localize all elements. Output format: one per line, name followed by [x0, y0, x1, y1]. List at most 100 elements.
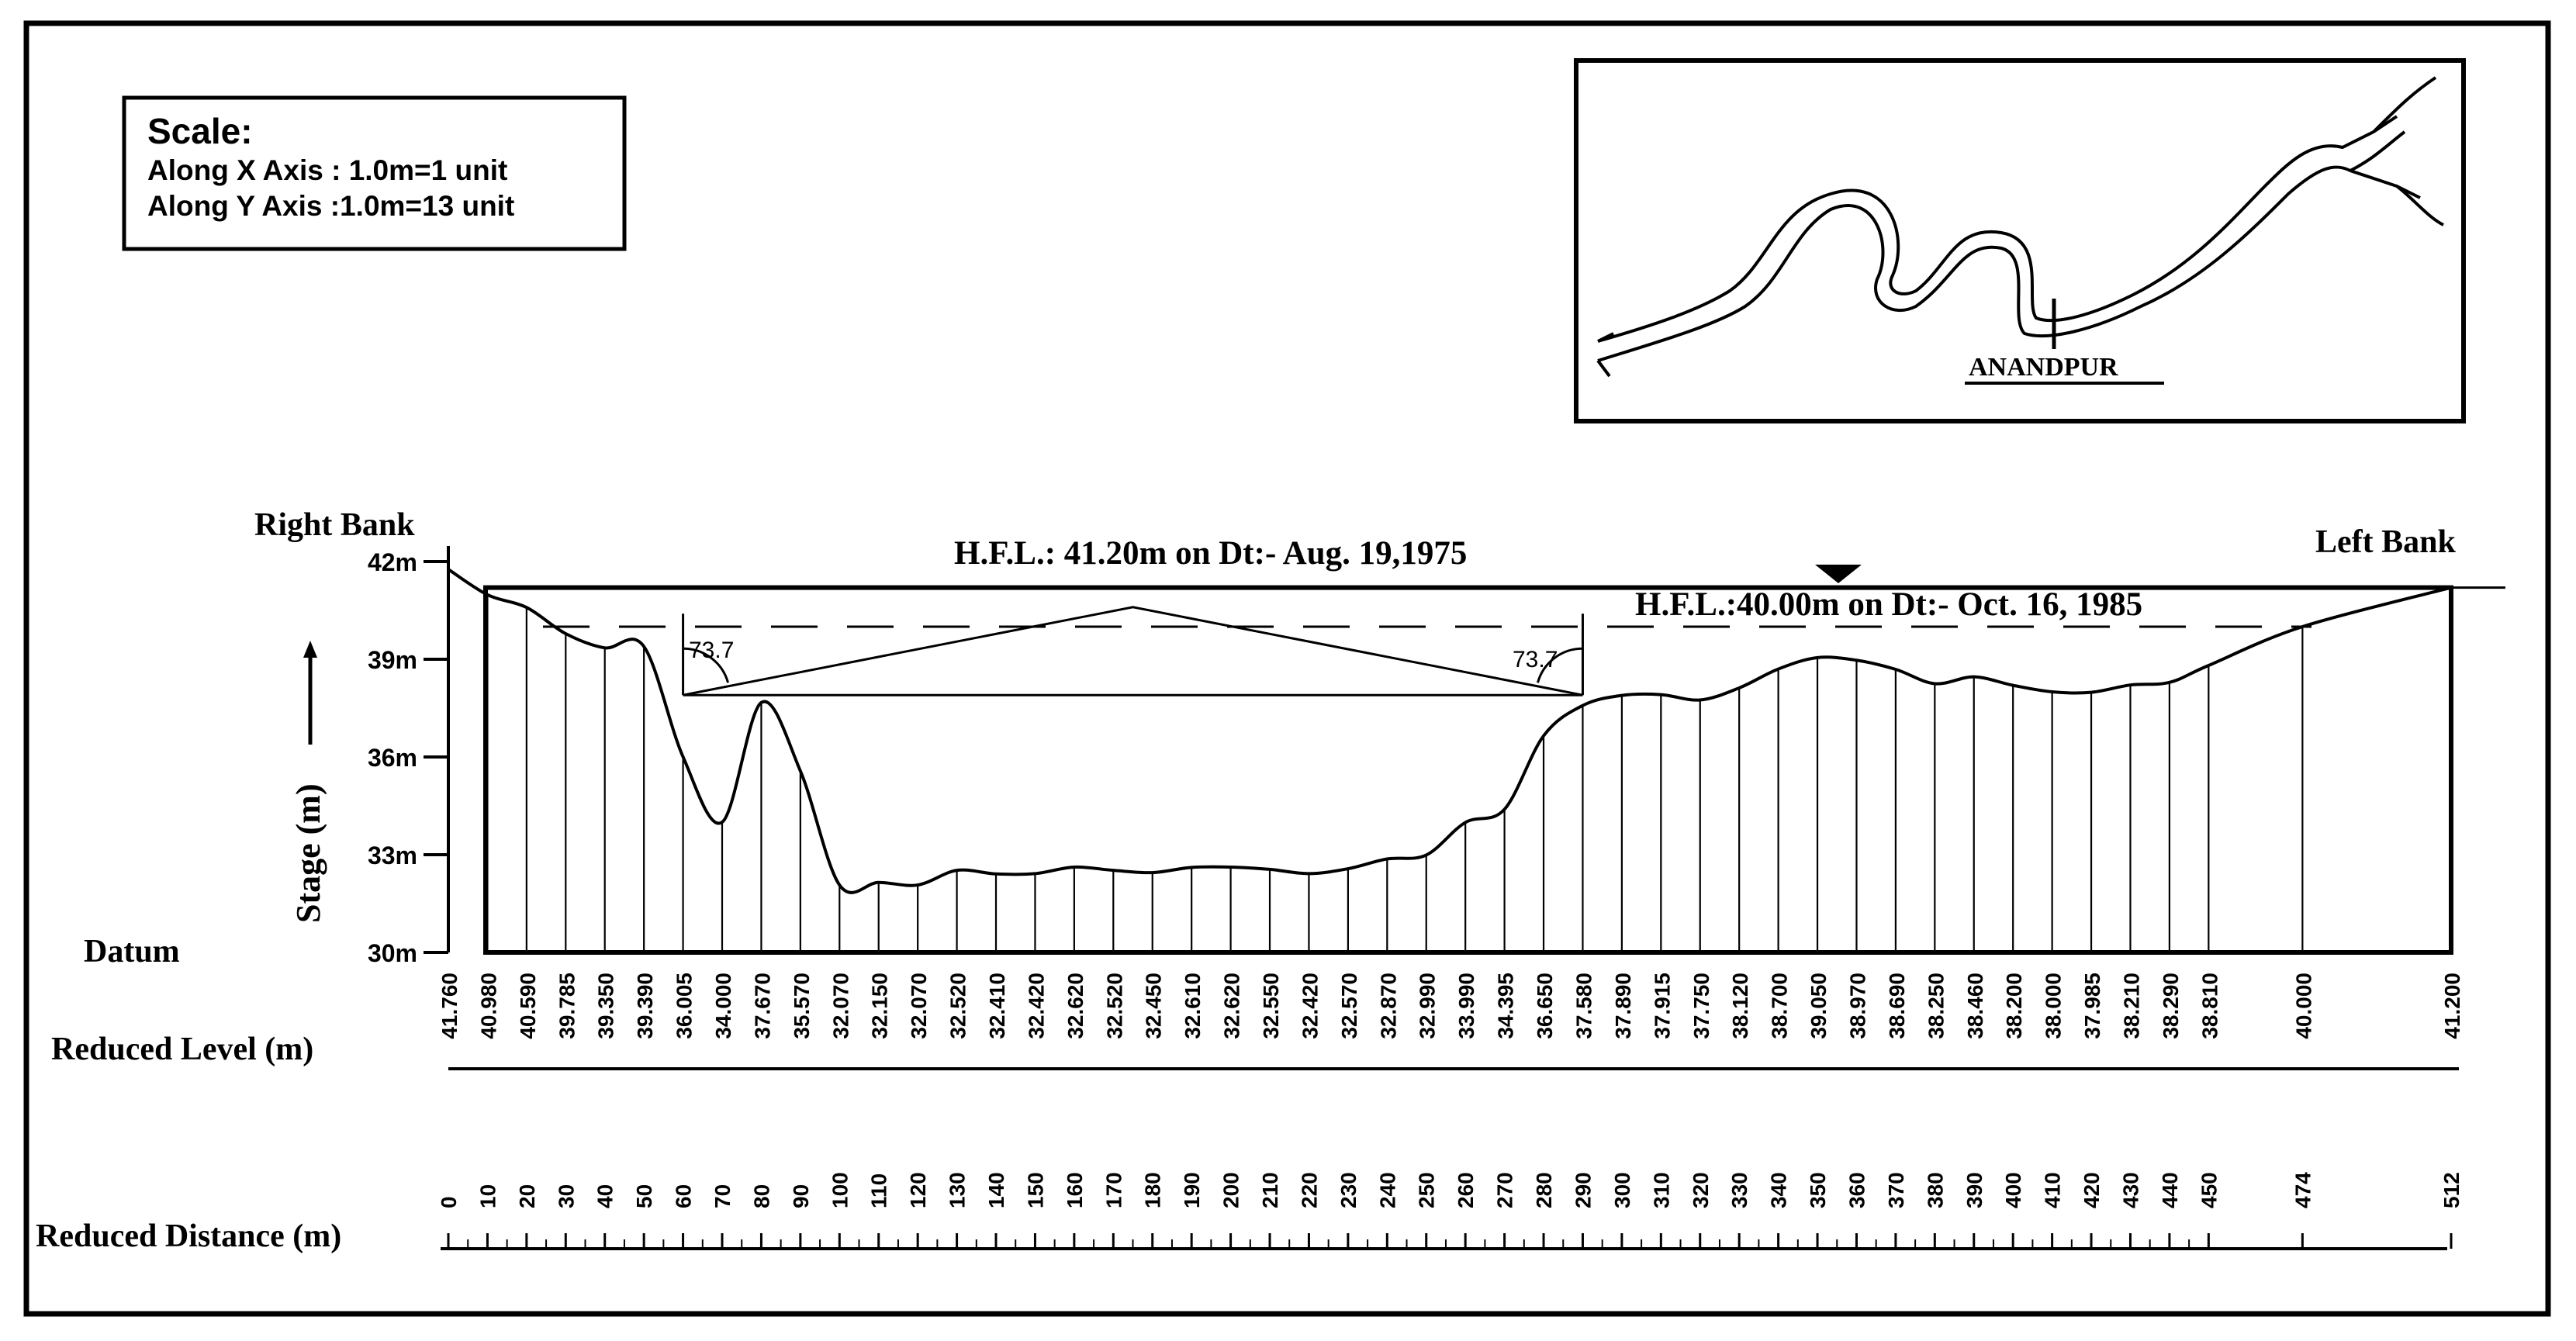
distance-value: 190 — [1180, 1172, 1204, 1208]
distance-value: 410 — [2041, 1172, 2065, 1208]
distance-value: 400 — [2001, 1172, 2025, 1208]
distance-value: 360 — [1845, 1172, 1869, 1208]
distance-value: 350 — [1806, 1172, 1830, 1208]
reduced-level-value: 39.785 — [555, 973, 579, 1039]
section-verticals — [447, 569, 2453, 952]
distance-value: 120 — [906, 1172, 930, 1208]
distance-value: 140 — [984, 1172, 1008, 1208]
reduced-level-value: 34.000 — [711, 973, 735, 1039]
right-angle-arc — [1537, 647, 1583, 683]
distance-value: 220 — [1297, 1172, 1321, 1208]
distance-value: 420 — [2080, 1172, 2104, 1208]
distance-value: 340 — [1767, 1172, 1791, 1208]
bed-profile — [447, 568, 2505, 894]
reduced-distance-label: Reduced Distance (m) — [36, 1218, 341, 1254]
scale-title: Scale: — [147, 111, 253, 151]
reduced-level-value: 32.070 — [828, 973, 852, 1039]
distance-value: 30 — [554, 1184, 578, 1208]
reduced-level-value: 37.985 — [2080, 973, 2104, 1039]
reduced-level-value: 32.610 — [1181, 973, 1205, 1039]
reduced-level-value: 41.200 — [2440, 973, 2464, 1039]
distance-value: 50 — [632, 1184, 656, 1208]
distance-value: 20 — [515, 1184, 539, 1208]
stage-tick-label: 39m — [368, 646, 417, 674]
hfl-1975-line — [483, 585, 2453, 955]
angle-left-label: 73.7 — [689, 638, 734, 663]
stage-tick-label: 33m — [368, 842, 417, 869]
reduced-level-value: 32.550 — [1259, 973, 1283, 1039]
stage-tick-label: 36m — [368, 744, 417, 772]
scale-y-axis: Along Y Axis :1.0m=13 unit — [147, 190, 514, 222]
distance-value: 60 — [672, 1184, 696, 1208]
scale-box: Scale: Along X Axis : 1.0m=1 unit Along … — [122, 95, 627, 251]
stage-tick-label: 30m — [368, 939, 417, 967]
stage-tick-label: 42m — [368, 548, 417, 576]
left-bank-label: Left Bank — [2315, 524, 2457, 560]
reduced-level-value: 32.070 — [907, 973, 931, 1039]
reduced-level-value: 32.620 — [1063, 973, 1087, 1039]
hfl-lines — [483, 585, 2453, 955]
distance-value: 80 — [749, 1184, 773, 1208]
distance-value: 310 — [1649, 1172, 1673, 1208]
hfl-1975-label: H.F.L.: 41.20m on Dt:- Aug. 19,1975 — [954, 535, 1467, 572]
reduced-level-value: 38.810 — [2197, 973, 2222, 1039]
distance-value: 110 — [867, 1173, 891, 1208]
distance-value: 90 — [789, 1184, 813, 1208]
distance-value: 450 — [2197, 1172, 2221, 1208]
reduced-level-value: 32.520 — [1102, 973, 1126, 1039]
reduced-level-value: 40.000 — [2291, 973, 2315, 1039]
distance-value: 300 — [1610, 1172, 1634, 1208]
reduced-level-value: 37.580 — [1572, 973, 1596, 1039]
reduced-level-value: 39.350 — [594, 973, 618, 1039]
reduced-level-value: 38.460 — [1963, 973, 1987, 1039]
distance-value: 330 — [1727, 1172, 1751, 1208]
distance-value: 250 — [1415, 1172, 1439, 1208]
reduced-level-value: 41.760 — [437, 973, 462, 1039]
river-outline — [1596, 76, 2444, 378]
channel-triangle — [683, 606, 1583, 696]
stage-axis-arrow — [303, 641, 317, 745]
reduced-level-value: 32.410 — [985, 973, 1009, 1039]
scale-x-axis: Along X Axis : 1.0m=1 unit — [147, 154, 507, 186]
reduced-level-value: 34.395 — [1494, 973, 1518, 1039]
reduced-level-value: 32.420 — [1024, 973, 1048, 1039]
distance-value: 40 — [593, 1184, 617, 1208]
reduced-level-value: 36.005 — [673, 973, 697, 1039]
reduced-level-value: 37.890 — [1611, 973, 1635, 1039]
distance-value: 70 — [711, 1184, 735, 1208]
reduced-level-value: 33.990 — [1454, 973, 1478, 1039]
reduced-level-value: 40.590 — [516, 973, 540, 1039]
distance-value: 130 — [946, 1172, 970, 1208]
reduced-level-value: 37.670 — [750, 973, 774, 1039]
reduced-level-value: 38.700 — [1768, 973, 1792, 1039]
reduced-level-value: 32.870 — [1376, 973, 1400, 1039]
reduced-level-value: 39.390 — [633, 973, 657, 1039]
reduced-level-value: 35.570 — [790, 973, 814, 1039]
location-map: ANANDPUR — [1574, 58, 2466, 423]
distance-value: 230 — [1336, 1172, 1361, 1208]
distance-value: 290 — [1571, 1172, 1595, 1208]
reduced-level-value: 39.050 — [1807, 973, 1831, 1039]
reduced-level-value: 38.250 — [1924, 973, 1948, 1039]
distance-value: 474 — [2291, 1172, 2315, 1208]
distance-value: 260 — [1454, 1172, 1478, 1208]
reduced-level-value: 38.210 — [2119, 973, 2143, 1039]
reduced-level-value: 38.000 — [2042, 973, 2066, 1039]
datum-label: Datum — [84, 934, 180, 969]
reduced-level-value: 32.450 — [1142, 973, 1166, 1039]
distance-value: 270 — [1493, 1172, 1517, 1208]
reduced-level-label: Reduced Level (m) — [51, 1032, 313, 1067]
reduced-level-value: 37.915 — [1650, 973, 1674, 1039]
distance-value: 370 — [1884, 1172, 1908, 1208]
reduced-level-value: 32.570 — [1337, 973, 1361, 1039]
distance-value: 380 — [1923, 1172, 1947, 1208]
distance-value: 170 — [1101, 1172, 1125, 1208]
reduced-level-value: 37.750 — [1689, 973, 1713, 1039]
distance-value: 440 — [2158, 1172, 2182, 1208]
reduced-level-value: 38.200 — [2002, 973, 2026, 1039]
reduced-level-value: 32.990 — [1416, 973, 1440, 1039]
hfl-1985-label: H.F.L.:40.00m on Dt:- Oct. 16, 1985 — [1635, 586, 2142, 623]
location-label: ANANDPUR — [1969, 353, 2118, 382]
